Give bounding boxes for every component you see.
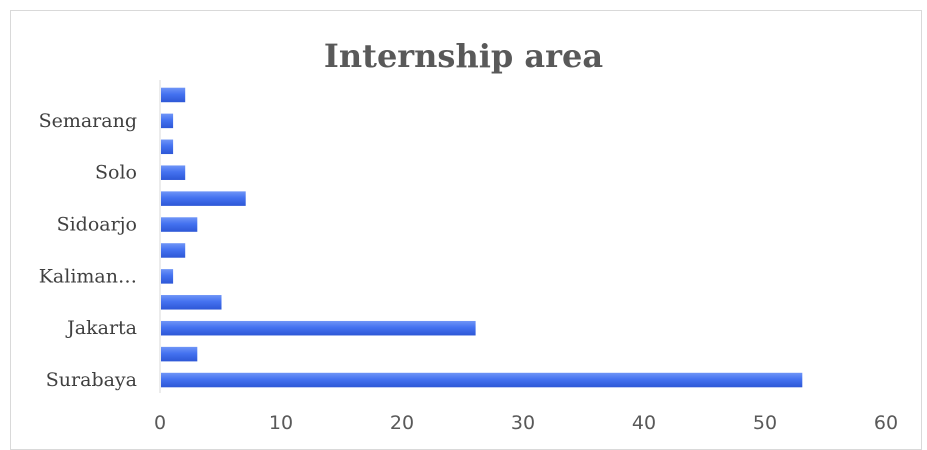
bar <box>161 346 198 362</box>
x-tick-label: 50 <box>753 412 777 434</box>
category-label: Solo <box>95 162 137 184</box>
category-label: Surabaya <box>46 369 137 391</box>
bar <box>161 113 174 129</box>
bar <box>161 372 803 388</box>
category-label: Kaliman… <box>39 265 137 287</box>
bar <box>161 295 222 310</box>
bar <box>161 320 476 336</box>
category-label: Semarang <box>39 110 137 132</box>
x-tick-label: 30 <box>511 412 535 434</box>
bar <box>161 243 186 258</box>
category-label: Jakarta <box>65 317 137 339</box>
x-tick-label: 10 <box>269 412 293 434</box>
bar-chart-plot: Surabaya Jakarta Kaliman… Sidoarjo Solo Semar… <box>39 80 898 434</box>
bar <box>161 217 198 232</box>
category-labels: Surabaya Jakarta Kaliman… Sidoarjo Solo Semar… <box>39 110 137 391</box>
bar <box>161 191 246 206</box>
x-tick-label: 0 <box>154 412 166 434</box>
bar <box>161 87 186 103</box>
x-tick-label: 60 <box>874 412 898 434</box>
bar <box>161 269 174 284</box>
x-tick-label: 40 <box>632 412 656 434</box>
category-label: Sidoarjo <box>57 214 137 236</box>
bar <box>161 139 174 155</box>
bar <box>161 165 186 180</box>
chart-title: Internship area <box>323 37 604 75</box>
x-tick-label: 20 <box>390 412 414 434</box>
bars <box>161 87 803 388</box>
x-tick-labels: 0 10 20 30 40 50 60 <box>154 412 898 434</box>
